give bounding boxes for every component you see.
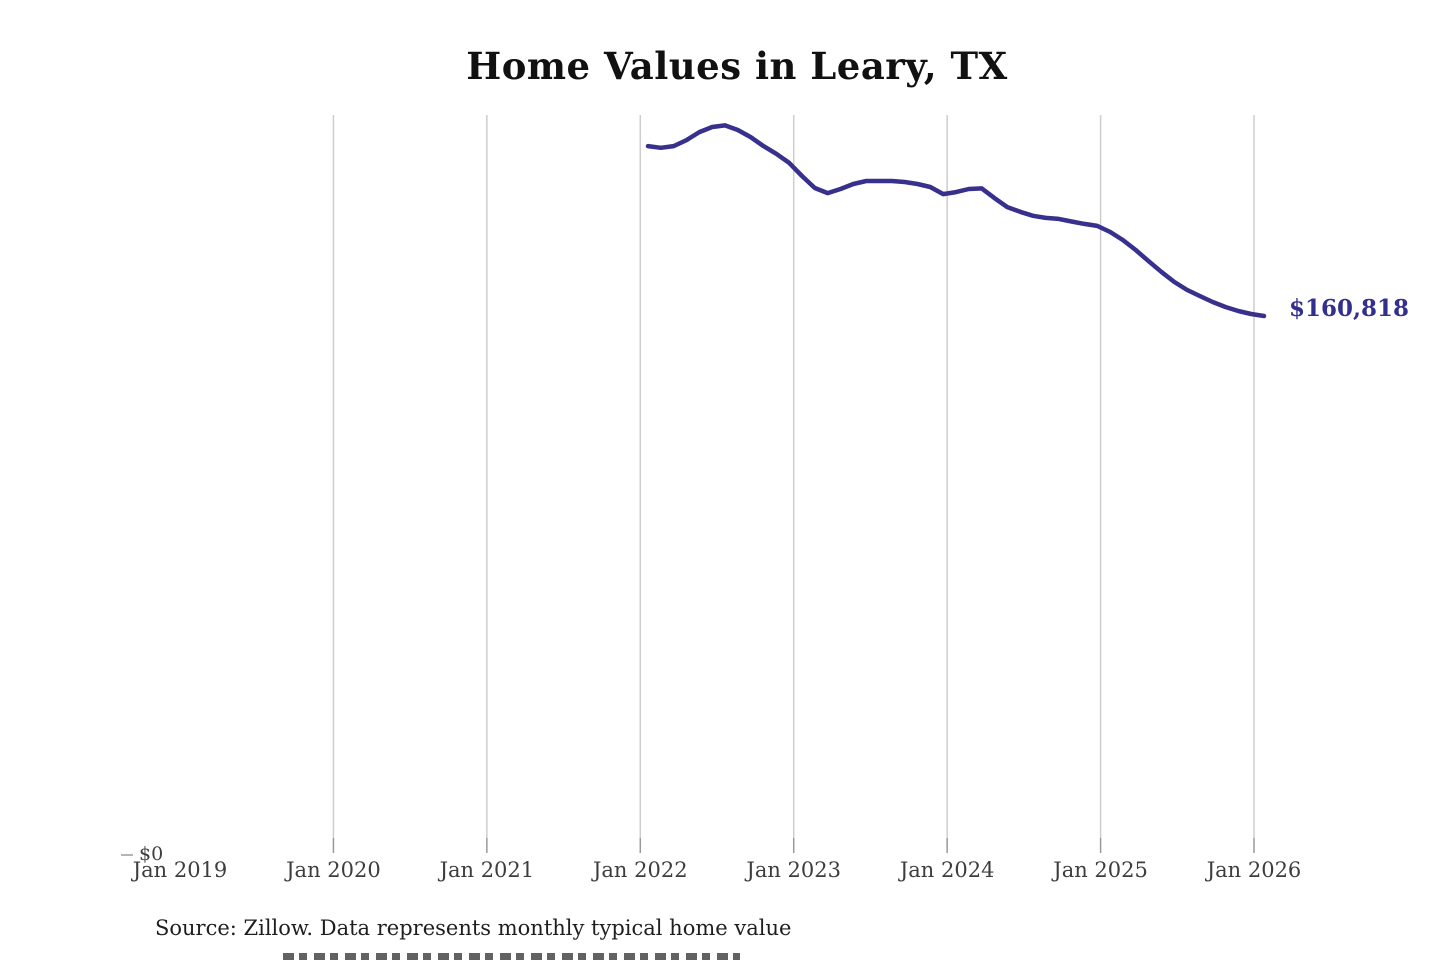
y-axis-zero-label: $0 <box>139 843 164 865</box>
x-axis-label: Jan 2023 <box>746 858 842 882</box>
source-note: Source: Zillow. Data represents monthly … <box>155 916 792 940</box>
latest-value-label: $160,818 <box>1289 295 1410 322</box>
x-axis-label: Jan 2021 <box>439 858 535 882</box>
x-axis-label: Jan 2020 <box>286 858 381 882</box>
x-axis-label: Jan 2025 <box>1053 858 1148 882</box>
chart-title: Home Values in Leary, TX <box>466 44 1008 88</box>
clipped-text-remnant <box>283 953 740 960</box>
x-axis-label: Jan 2024 <box>899 858 995 882</box>
home-value-line <box>645 123 1267 319</box>
x-axis-label: Jan 2019 <box>132 858 228 882</box>
x-axis-label: Jan 2026 <box>1206 858 1302 882</box>
x-axis-label: Jan 2022 <box>592 858 688 882</box>
